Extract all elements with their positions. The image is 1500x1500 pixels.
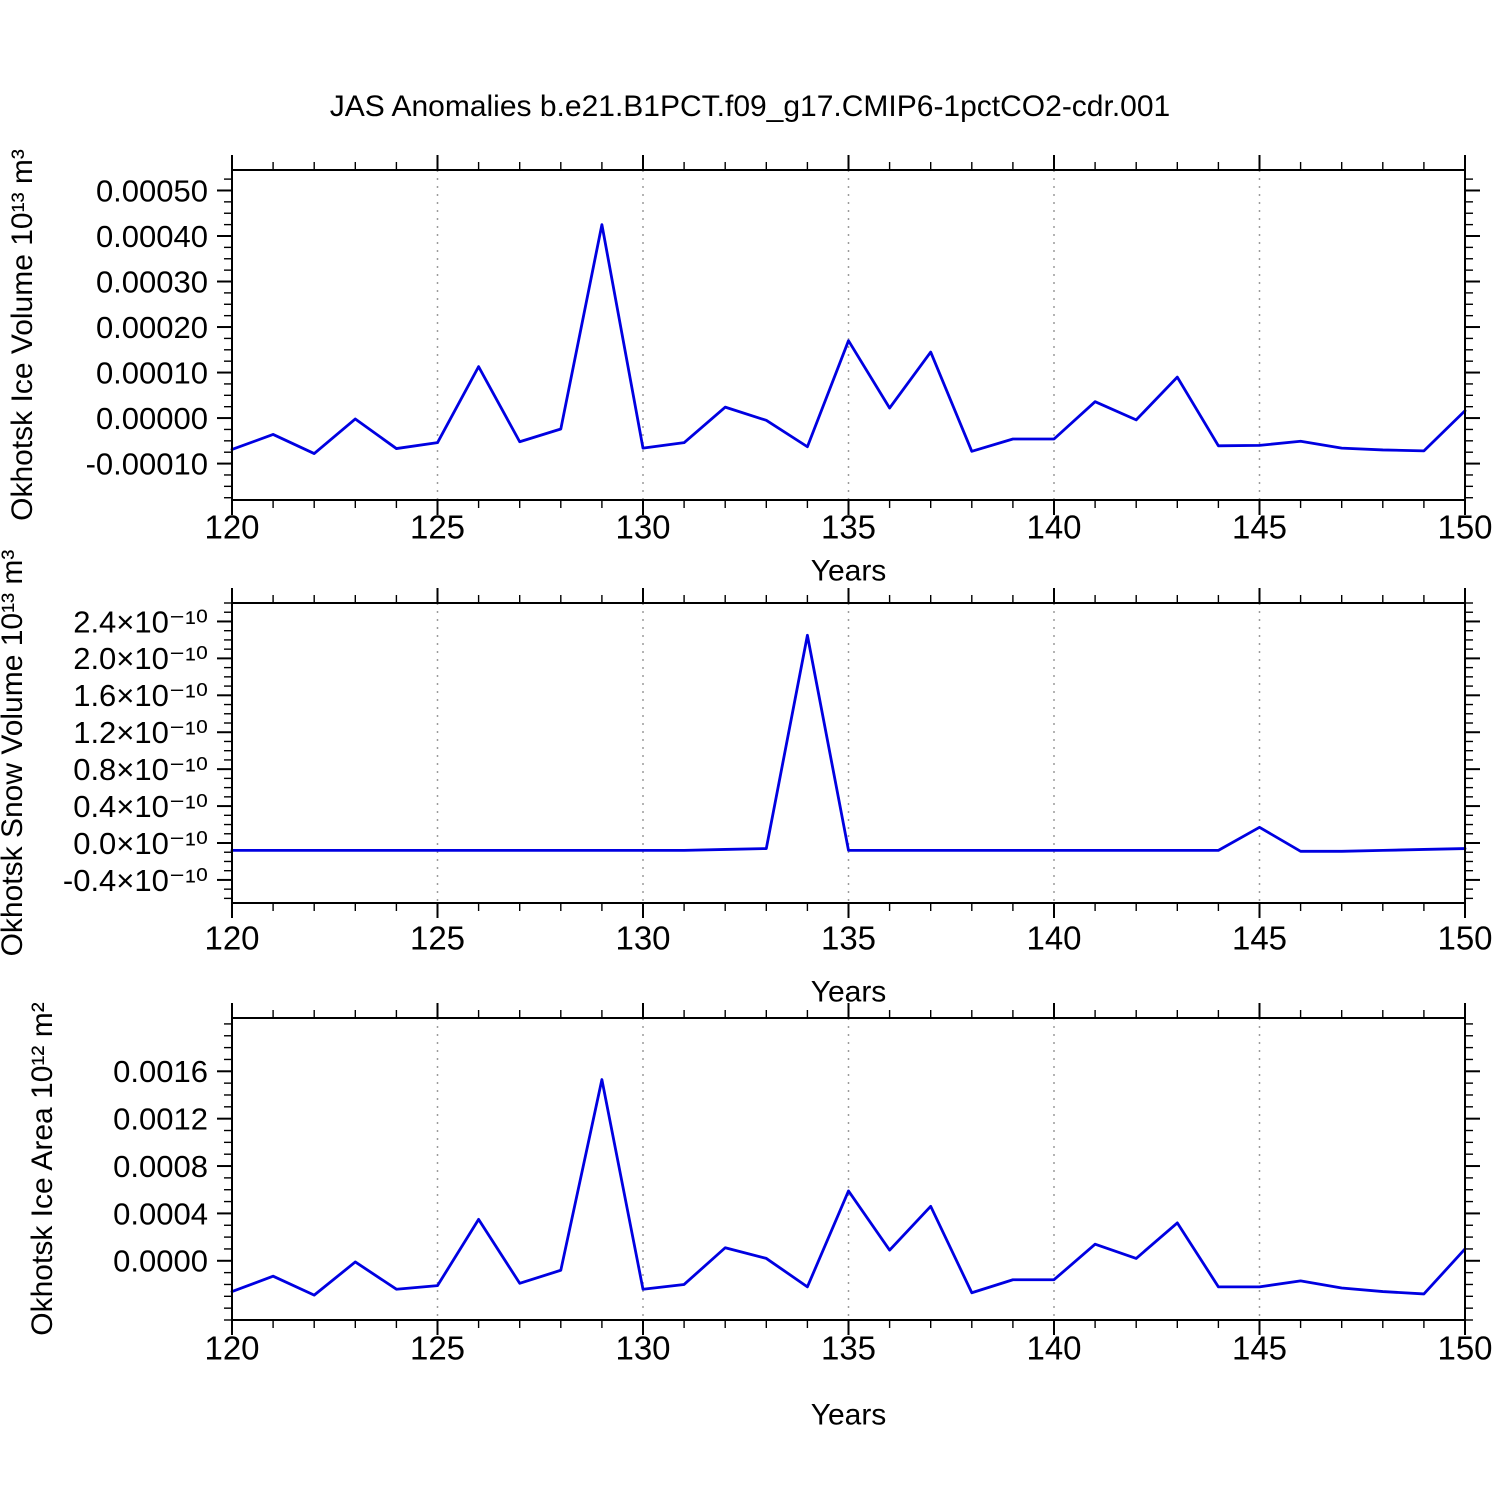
y-axis-title: Okhotsk Ice Volume 10¹³ m³ <box>6 149 39 521</box>
y-tick-label: 0.00040 <box>96 219 208 254</box>
x-tick-label: 150 <box>1437 1330 1492 1367</box>
y-tick-label: 0.0008 <box>113 1149 208 1184</box>
panel-okhotsk-ice-area: 120 125 130 135 140 145 150 0.0000 0.0004 0.0008 0… <box>26 1002 1493 1431</box>
plot-frame <box>231 169 1466 501</box>
y-tick-label: 0.8×10⁻¹⁰ <box>73 752 208 787</box>
y-tick-label: 0.0000 <box>113 1244 208 1279</box>
y-tick-label: 0.0016 <box>113 1054 208 1089</box>
x-tick-label: 125 <box>410 509 465 546</box>
x-tick-label: 135 <box>821 509 876 546</box>
y-tick-label: 0.00030 <box>96 264 208 299</box>
x-tick-label: 145 <box>1232 1330 1287 1367</box>
x-tick-label: 140 <box>1026 920 1081 957</box>
x-tick-label: 130 <box>615 920 670 957</box>
y-tick-label: 1.2×10⁻¹⁰ <box>73 715 208 750</box>
x-tick-label: 120 <box>204 509 259 546</box>
x-tick-label: 140 <box>1026 509 1081 546</box>
x-tick-label: 125 <box>410 920 465 957</box>
figure-title: JAS Anomalies b.e21.B1PCT.f09_g17.CMIP6-… <box>329 90 1171 123</box>
y-tick-label: -0.00010 <box>86 446 208 481</box>
data-line-okhotsk-ice-volume <box>230 223 1467 455</box>
plot-frame <box>231 602 1466 904</box>
y-tick-label: 1.6×10⁻¹⁰ <box>73 678 208 713</box>
y-tick-label: 0.0012 <box>113 1102 208 1137</box>
panel-okhotsk-snow-volume: 120 125 130 135 140 145 150 -0.4×10⁻¹⁰0.0×10⁻¹⁰… <box>0 550 1493 1009</box>
y-tick-label: 0.00050 <box>96 173 208 208</box>
y-tick-label: 0.00020 <box>96 310 208 345</box>
x-tick-label: 135 <box>821 920 876 957</box>
y-tick-label: 0.0×10⁻¹⁰ <box>73 826 208 861</box>
x-axis-title: Years <box>811 555 887 588</box>
y-tick-label: 0.4×10⁻¹⁰ <box>73 789 208 824</box>
y-tick-label: 0.00000 <box>96 401 208 436</box>
x-tick-label: 150 <box>1437 920 1492 957</box>
y-tick-label: 0.0004 <box>113 1196 208 1231</box>
x-tick-label: 145 <box>1232 920 1287 957</box>
plot-frame <box>231 1017 1466 1321</box>
y-tick-label: 0.00010 <box>96 355 208 390</box>
x-tick-label: 150 <box>1437 509 1492 546</box>
x-tick-label: 130 <box>615 1330 670 1367</box>
y-tick-label: 2.0×10⁻¹⁰ <box>73 641 208 676</box>
data-line-okhotsk-snow-volume <box>230 633 1467 853</box>
y-tick-label: -0.4×10⁻¹⁰ <box>63 863 208 898</box>
y-axis-title: Okhotsk Ice Area 10¹² m² <box>26 1002 59 1335</box>
x-axis-title: Years <box>811 1399 887 1432</box>
data-line-okhotsk-ice-area <box>230 1078 1467 1297</box>
x-tick-label: 120 <box>204 920 259 957</box>
x-tick-label: 125 <box>410 1330 465 1367</box>
y-tick-label: 2.4×10⁻¹⁰ <box>73 604 208 639</box>
x-tick-label: 140 <box>1026 1330 1081 1367</box>
x-tick-label: 130 <box>615 509 670 546</box>
panel-okhotsk-ice-volume: 120 125 130 135 140 145 150 -0.00010 0.00000 0.00… <box>6 149 1493 587</box>
x-tick-label: 145 <box>1232 509 1287 546</box>
y-axis-title: Okhotsk Snow Volume 10¹³ m³ <box>0 550 29 957</box>
x-tick-label: 120 <box>204 1330 259 1367</box>
x-tick-label: 135 <box>821 1330 876 1367</box>
